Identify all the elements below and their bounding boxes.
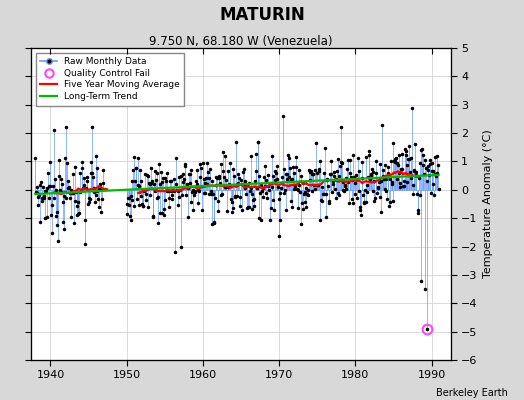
Text: MATURIN: MATURIN: [219, 6, 305, 24]
Legend: Raw Monthly Data, Quality Control Fail, Five Year Moving Average, Long-Term Tren: Raw Monthly Data, Quality Control Fail, …: [36, 52, 184, 106]
Y-axis label: Temperature Anomaly (°C): Temperature Anomaly (°C): [483, 130, 493, 278]
Title: 9.750 N, 68.180 W (Venezuela): 9.750 N, 68.180 W (Venezuela): [149, 35, 333, 48]
Text: Berkeley Earth: Berkeley Earth: [436, 388, 508, 398]
